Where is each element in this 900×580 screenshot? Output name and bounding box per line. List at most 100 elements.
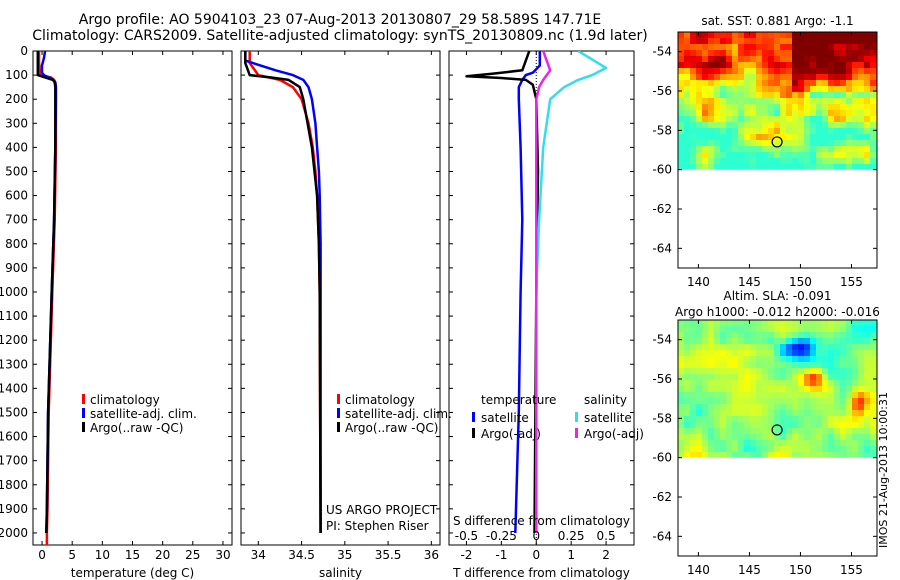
map-cell <box>822 32 828 38</box>
map-cell <box>678 110 684 116</box>
map-cell <box>708 428 714 434</box>
map-cell <box>702 128 708 134</box>
map-cell <box>798 386 804 392</box>
map-cell <box>678 38 684 44</box>
map-cell <box>780 326 786 332</box>
map-cell <box>816 338 822 344</box>
map-cell <box>756 146 762 152</box>
map-cell <box>834 74 840 80</box>
map-cell <box>870 326 876 332</box>
map-cell <box>750 422 756 428</box>
map-cell <box>726 146 732 152</box>
map-cell <box>684 404 690 410</box>
map-cell <box>696 416 702 422</box>
map-cell <box>726 128 732 134</box>
map-cell <box>792 104 798 110</box>
map-cell <box>810 122 816 128</box>
map-y-tick-label: -62 <box>652 202 672 216</box>
map-cell <box>846 392 852 398</box>
map-cell <box>708 452 714 458</box>
map-cell <box>804 320 810 326</box>
map-cell <box>834 434 840 440</box>
map-cell <box>678 122 684 128</box>
map-cell <box>822 332 828 338</box>
map-cell <box>690 68 696 74</box>
map-cell <box>870 434 876 440</box>
map-cell <box>696 398 702 404</box>
map-cell <box>864 446 870 452</box>
map-cell <box>768 68 774 74</box>
map-cell <box>708 92 714 98</box>
map-cell <box>828 380 834 386</box>
map-cell <box>792 134 798 140</box>
map-cell <box>828 158 834 164</box>
map-cell <box>846 158 852 164</box>
map-cell <box>792 92 798 98</box>
map-cell <box>798 116 804 122</box>
map-cell <box>726 404 732 410</box>
map-cell <box>726 140 732 146</box>
map-cell <box>870 338 876 344</box>
map-cell <box>708 422 714 428</box>
map-cell <box>702 416 708 422</box>
map-cell <box>792 440 798 446</box>
map-cell <box>870 122 876 128</box>
map-cell <box>870 404 876 410</box>
map-cell <box>720 434 726 440</box>
map-cell <box>864 410 870 416</box>
map-cell <box>750 338 756 344</box>
map-cell <box>726 158 732 164</box>
map-cell <box>744 164 750 170</box>
map-cell <box>762 326 768 332</box>
map-cell <box>702 356 708 362</box>
map-cell <box>804 140 810 146</box>
map-cell <box>870 440 876 446</box>
map-cell <box>744 350 750 356</box>
map-cell <box>798 38 804 44</box>
map-cell <box>768 50 774 56</box>
map-cell <box>696 134 702 140</box>
map-cell <box>834 92 840 98</box>
map-cell <box>678 80 684 86</box>
map-cell <box>744 110 750 116</box>
depth-tick-label: 900 <box>5 261 28 275</box>
map-cell <box>810 50 816 56</box>
map-cell <box>840 44 846 50</box>
map-cell <box>804 98 810 104</box>
map-cell <box>774 158 780 164</box>
map-cell <box>846 80 852 86</box>
map-cell <box>840 110 846 116</box>
map-cell <box>768 80 774 86</box>
map-cell <box>780 410 786 416</box>
map-cell <box>738 134 744 140</box>
map-cell <box>714 422 720 428</box>
map-cell <box>852 98 858 104</box>
map-cell <box>696 446 702 452</box>
map-cell <box>780 128 786 134</box>
map-cell <box>696 38 702 44</box>
x-tick-label: 5 <box>68 548 76 562</box>
map-cell <box>744 428 750 434</box>
map-cell <box>816 374 822 380</box>
x-tick-label: 1 <box>567 548 575 562</box>
map-cell <box>774 344 780 350</box>
map-cell <box>750 152 756 158</box>
map-cell <box>864 56 870 62</box>
map-cell <box>762 38 768 44</box>
map-cell <box>786 374 792 380</box>
map-cell <box>864 164 870 170</box>
map-cell <box>708 392 714 398</box>
map-cell <box>720 332 726 338</box>
map-cell <box>852 446 858 452</box>
map-cell <box>690 446 696 452</box>
map-cell <box>864 380 870 386</box>
map-cell <box>702 110 708 116</box>
map-cell <box>678 146 684 152</box>
map-cell <box>774 410 780 416</box>
map-cell <box>834 38 840 44</box>
map-cell <box>768 440 774 446</box>
map-cell <box>840 68 846 74</box>
legend-swatch <box>82 422 85 432</box>
map-cell <box>684 452 690 458</box>
map-cell <box>744 68 750 74</box>
